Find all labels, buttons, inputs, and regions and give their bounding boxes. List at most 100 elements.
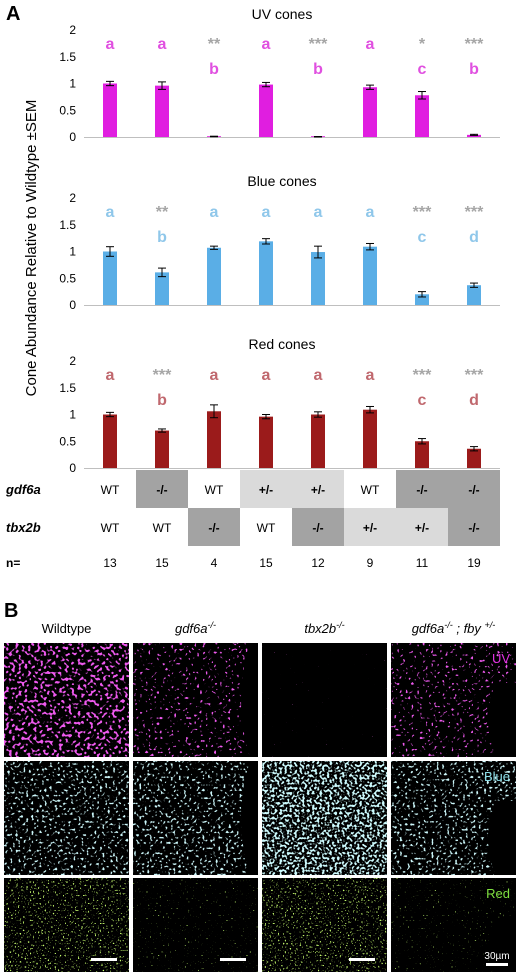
- bar: [363, 246, 377, 305]
- bar: [311, 414, 325, 468]
- bar: [259, 241, 273, 305]
- group-letter: a: [106, 36, 115, 53]
- micrograph-tile: [262, 643, 387, 757]
- error-bar: [158, 267, 166, 278]
- group-letter: a: [106, 367, 115, 384]
- error-bar: [366, 405, 374, 414]
- genotype-cell: -/-: [208, 521, 219, 535]
- bar: [103, 251, 117, 305]
- panel-a-letter: A: [6, 3, 20, 25]
- bar: [155, 272, 169, 305]
- genotype-cell-shade: [396, 470, 448, 508]
- significance-stars: ***: [309, 36, 328, 53]
- significance-stars: ***: [465, 36, 484, 53]
- genotype-cell: +/-: [363, 521, 377, 535]
- scale-bar: [349, 958, 375, 961]
- n-value: 13: [103, 556, 117, 570]
- genotype-cell-shade: [344, 508, 396, 546]
- genotype-cell-shade: [396, 508, 448, 546]
- error-bar: [470, 282, 478, 288]
- error-bar: [366, 242, 374, 251]
- bar: [259, 84, 273, 137]
- error-bar: [418, 291, 426, 298]
- error-bar: [314, 245, 322, 259]
- genotype-cell: WT: [361, 483, 380, 497]
- y-tick-label: 0.5: [59, 434, 76, 448]
- genotype-cell-shade: [448, 508, 500, 546]
- error-bar: [262, 81, 270, 88]
- genotype-row-label: tbx2b: [6, 520, 41, 535]
- y-tick-label: 2: [69, 23, 76, 37]
- micrograph-tile: [391, 643, 516, 757]
- genotype-row-label: gdf6a: [5, 482, 41, 497]
- y-tick-label: 1: [69, 245, 76, 259]
- genotype-cell: WT: [153, 521, 172, 535]
- group-letter: a: [262, 36, 271, 53]
- n-value: 11: [416, 556, 429, 570]
- n-value: 15: [155, 556, 169, 570]
- y-tick-label: 0.5: [59, 271, 76, 285]
- chart-1: Blue cones 0 0.5 1 1.5 2 a ** b a a a a *** c *** d: [59, 173, 500, 312]
- group-letter: a: [210, 204, 219, 221]
- error-bar: [210, 135, 218, 138]
- significance-stars: ***: [465, 367, 484, 384]
- chart-title: UV cones: [252, 6, 313, 22]
- image-column-label: gdf6a-/-: [175, 620, 216, 636]
- image-column-label: Wildtype: [42, 621, 92, 636]
- micrograph-panel: Wildtype gdf6a-/- tbx2b-/- gdf6a-/- ; fby +…: [4, 620, 516, 972]
- group-letter: a: [262, 204, 271, 221]
- genotype-cell: WT: [101, 483, 120, 497]
- group-letter: a: [262, 367, 271, 384]
- n-value: 15: [259, 556, 273, 570]
- bar: [415, 95, 429, 137]
- micrograph-tile: [4, 761, 129, 875]
- genotype-cell: +/-: [259, 483, 273, 497]
- significance-stars: *: [419, 36, 426, 53]
- group-letter: b: [313, 61, 323, 78]
- bar: [103, 83, 117, 137]
- genotype-cell: -/-: [468, 521, 479, 535]
- bar: [155, 85, 169, 137]
- error-bar: [106, 80, 114, 87]
- micrograph-tile: [133, 761, 258, 875]
- significance-stars: ***: [153, 367, 172, 384]
- group-letter: a: [314, 204, 323, 221]
- group-letter: a: [106, 204, 115, 221]
- chart-title: Red cones: [249, 336, 316, 352]
- error-bar: [158, 428, 166, 433]
- error-bar: [470, 446, 478, 452]
- error-bar: [158, 81, 166, 90]
- genotype-cell-shade: [448, 470, 500, 508]
- bar: [155, 430, 169, 468]
- error-bar: [314, 411, 322, 418]
- error-bar: [418, 91, 426, 100]
- bar: [415, 441, 429, 468]
- group-letter: c: [418, 229, 427, 246]
- genotype-cell: WT: [205, 483, 224, 497]
- micrograph-tile: [391, 761, 516, 875]
- y-axis-label: Cone Abundance Relative to Wildtype ±SEM: [23, 100, 40, 397]
- genotype-table: gdf6a WT -/- WT +/- +/- WT -/- -/- tbx2b WT WT -/- WT…: [5, 470, 500, 570]
- group-letter: a: [366, 36, 375, 53]
- channel-label: Red: [486, 886, 510, 901]
- y-tick-label: 1.5: [59, 50, 76, 64]
- error-bar: [366, 84, 374, 90]
- error-bar: [470, 133, 478, 136]
- bar: [467, 134, 481, 137]
- bar: [103, 414, 117, 468]
- significance-stars: ***: [413, 367, 432, 384]
- y-tick-label: 1.5: [59, 218, 76, 232]
- group-letter: b: [157, 229, 167, 246]
- bar: [207, 247, 221, 305]
- genotype-cell: -/-: [156, 483, 167, 497]
- image-column-label: gdf6a-/- ; fby +/-: [412, 620, 496, 636]
- n-value: 4: [211, 556, 218, 570]
- scale-bar: [486, 963, 508, 966]
- genotype-cell-shade: [240, 470, 292, 508]
- micrograph-tile: [133, 878, 258, 972]
- y-tick-label: 1: [69, 77, 76, 91]
- micrograph-tile: [262, 761, 387, 875]
- genotype-cell: WT: [257, 521, 276, 535]
- channel-label: Blue: [484, 769, 510, 784]
